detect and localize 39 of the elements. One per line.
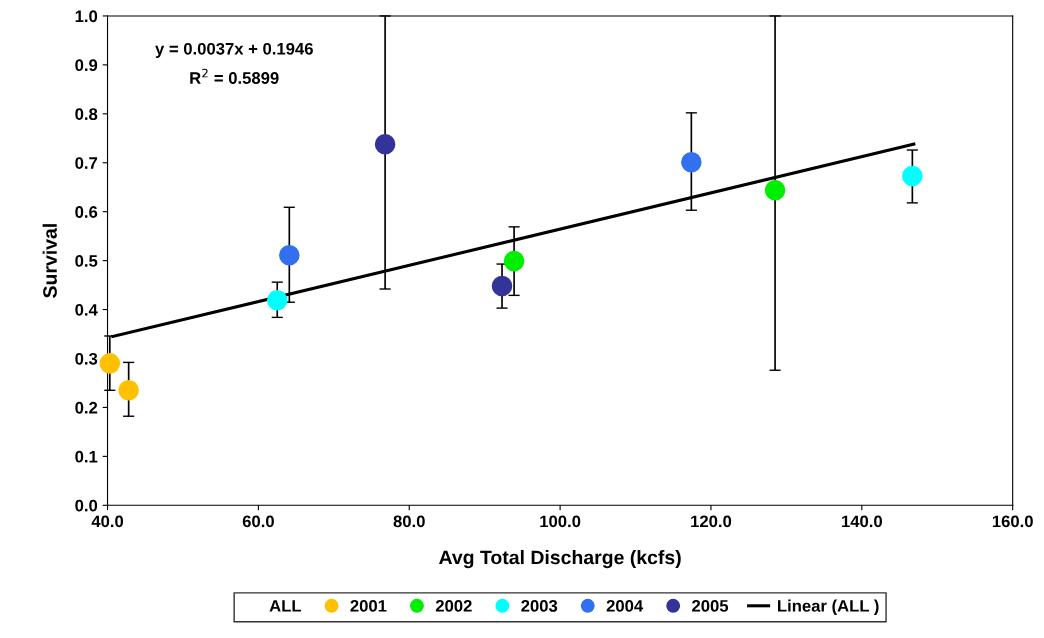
y-tick-label: 0.0 xyxy=(75,499,98,512)
x-tick-label: 100.0 xyxy=(540,515,581,528)
y-tick-label: 1.0 xyxy=(75,10,98,23)
legend-label: 2001 xyxy=(350,599,387,612)
y-tick-label: 0.5 xyxy=(75,255,98,267)
x-tick-label: 40.0 xyxy=(91,515,124,528)
y-tick-label: 0.6 xyxy=(75,206,98,218)
y-axis-title: Survival xyxy=(42,224,57,298)
point xyxy=(681,151,702,173)
point xyxy=(491,275,513,297)
y-tick-label: 0.4 xyxy=(75,303,98,316)
point xyxy=(279,244,300,266)
point xyxy=(764,179,786,201)
x-tick-label: 60.0 xyxy=(242,515,274,528)
y-tick-label: 0.8 xyxy=(75,108,98,121)
point xyxy=(118,380,139,401)
x-axis-title: Avg Total Discharge (kcfs) xyxy=(439,550,681,569)
point xyxy=(99,353,121,374)
x-tick-label: 160.0 xyxy=(992,515,1033,528)
legend-title: ALL xyxy=(269,600,302,612)
y-tick-label: 0.2 xyxy=(75,401,98,414)
point xyxy=(902,165,923,187)
point xyxy=(266,289,288,311)
legend-label: 2004 xyxy=(606,599,644,612)
x-tick-label: 80.0 xyxy=(393,515,425,528)
y-tick-label: 0.1 xyxy=(75,450,98,463)
y-tick-label: 0.9 xyxy=(75,59,98,72)
annotation: y = 0.0037x + 0.1946 xyxy=(155,42,313,58)
y-tick-label: 0.7 xyxy=(75,157,98,169)
x-tick-label: 140.0 xyxy=(842,515,882,528)
legend-label: Linear (ALL ) xyxy=(778,599,879,616)
legend-label: 2002 xyxy=(435,599,472,612)
annotation: R$^{2}$ = 0.5899 xyxy=(190,68,279,84)
y-tick-label: 0.3 xyxy=(75,352,98,365)
legend-label: 2003 xyxy=(521,599,558,612)
x-tick-label: 120.0 xyxy=(691,515,732,528)
point xyxy=(503,250,525,272)
legend-label: 2005 xyxy=(692,599,729,612)
point xyxy=(374,133,396,155)
